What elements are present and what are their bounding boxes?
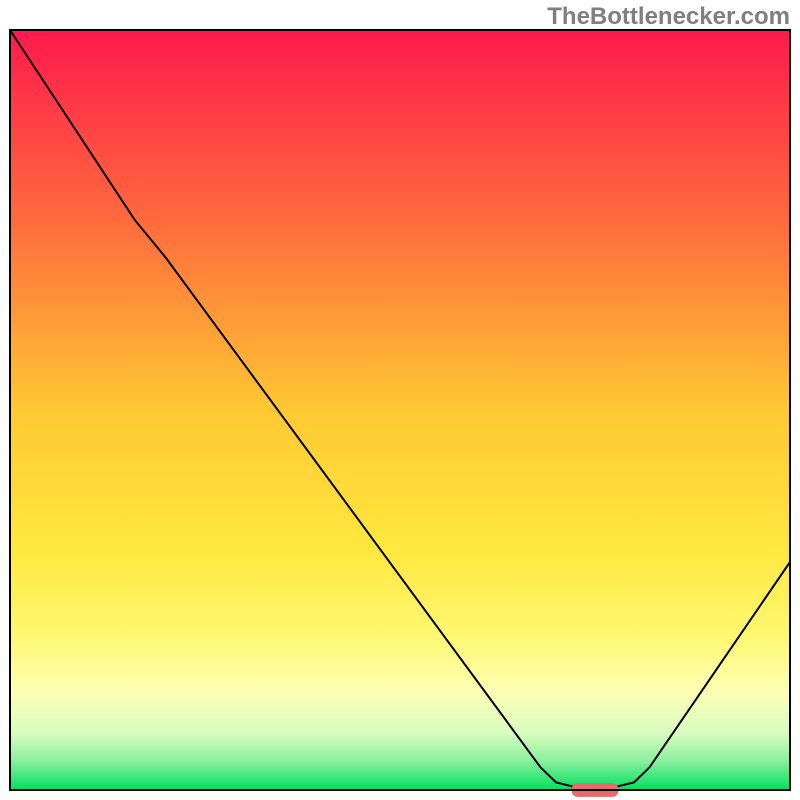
bottleneck-chart: TheBottlenecker.com <box>0 0 800 800</box>
plot-area <box>10 30 790 797</box>
watermark-text: TheBottlenecker.com <box>547 3 790 30</box>
gradient-background <box>10 30 790 790</box>
